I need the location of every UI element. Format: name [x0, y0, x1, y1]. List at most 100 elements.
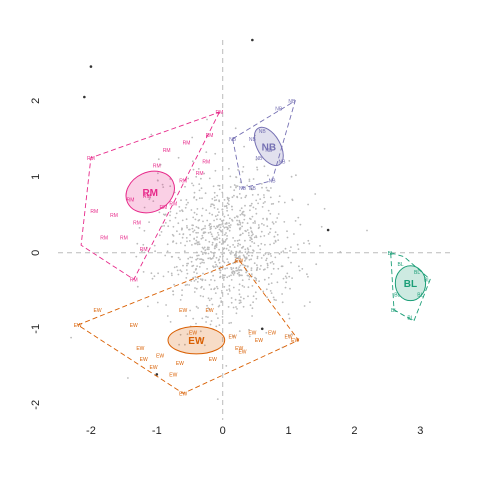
background-point [271, 221, 274, 224]
background-point [231, 218, 233, 221]
background-point [201, 246, 204, 249]
background-point [237, 242, 240, 245]
group-point-label: RM [160, 205, 168, 211]
background-point [148, 221, 151, 224]
background-point [225, 232, 227, 234]
background-point [141, 250, 143, 253]
group-point-label: RM [143, 194, 151, 200]
background-point [164, 222, 167, 224]
background-point [255, 158, 258, 161]
group-point-label: NB [229, 137, 237, 143]
background-point [213, 199, 216, 202]
group-point-label: NB [249, 186, 257, 192]
background-point [229, 217, 231, 220]
background-point [184, 244, 187, 247]
background-point [227, 306, 230, 308]
background-point [190, 209, 193, 211]
background-point [204, 239, 207, 242]
background-point [215, 244, 218, 247]
background-point [277, 239, 280, 242]
background-point [231, 196, 234, 199]
group-point-label: EW [229, 334, 237, 340]
background-point [161, 183, 164, 186]
background-point [262, 202, 265, 205]
background-point [219, 226, 222, 229]
group-point-label: RM [206, 133, 214, 139]
background-point [209, 223, 211, 225]
background-point [257, 193, 259, 196]
background-point [252, 178, 255, 180]
background-point [209, 226, 212, 229]
background-point [306, 273, 308, 276]
background-point [211, 198, 214, 200]
background-point [297, 248, 300, 251]
background-point [217, 317, 219, 319]
group-label: NB [262, 142, 276, 153]
background-point [197, 227, 200, 230]
background-point [233, 189, 236, 192]
background-point [212, 185, 215, 188]
background-point [197, 254, 200, 257]
background-point [205, 151, 208, 154]
background-point [201, 278, 204, 281]
background-point [190, 280, 193, 282]
background-point [215, 313, 218, 315]
background-point [225, 204, 228, 207]
background-point [251, 215, 254, 218]
background-point [187, 177, 190, 180]
background-point [288, 160, 291, 162]
background-point [241, 225, 244, 228]
background-point [298, 265, 300, 268]
background-point [218, 241, 221, 244]
background-point [265, 288, 268, 291]
background-point [217, 259, 220, 262]
background-point [188, 228, 190, 231]
background-point [197, 168, 200, 170]
background-point [210, 279, 212, 281]
background-point [234, 298, 237, 301]
background-point [216, 287, 219, 290]
group-ellipse [125, 170, 175, 214]
background-point [153, 244, 156, 247]
background-point [238, 289, 241, 291]
background-point [226, 207, 228, 209]
background-point [262, 290, 265, 293]
background-point [264, 243, 266, 246]
background-point [224, 274, 226, 277]
background-point [157, 179, 159, 182]
group-point-label: RM [202, 160, 210, 166]
background-point [239, 227, 242, 229]
group-point-label: NB [239, 186, 247, 192]
background-point [151, 277, 154, 280]
background-point [185, 237, 188, 239]
background-point [252, 301, 255, 304]
background-point [203, 288, 205, 290]
background-point [299, 223, 302, 226]
background-point [214, 245, 216, 248]
reference-lines [58, 40, 450, 420]
background-point [150, 272, 153, 275]
background-point [218, 228, 221, 231]
group-label: RM [142, 188, 158, 199]
background-point [226, 196, 229, 199]
background-point [203, 231, 206, 234]
group-point-label: RM [196, 171, 204, 177]
background-point [267, 253, 270, 256]
background-point [289, 250, 291, 252]
background-point [175, 265, 178, 268]
background-point [267, 276, 270, 279]
group-point-label: BL [424, 277, 430, 283]
background-point [193, 238, 196, 240]
background-point [172, 225, 175, 228]
background-point [248, 335, 251, 338]
background-point [172, 290, 175, 293]
background-point [208, 240, 211, 243]
background-point [198, 189, 201, 192]
background-point [267, 174, 269, 177]
background-point [250, 273, 253, 275]
background-point [127, 377, 129, 379]
background-point [277, 200, 280, 203]
group-point-label: EW [130, 323, 138, 329]
background-point [223, 215, 226, 218]
background-point [208, 299, 211, 302]
